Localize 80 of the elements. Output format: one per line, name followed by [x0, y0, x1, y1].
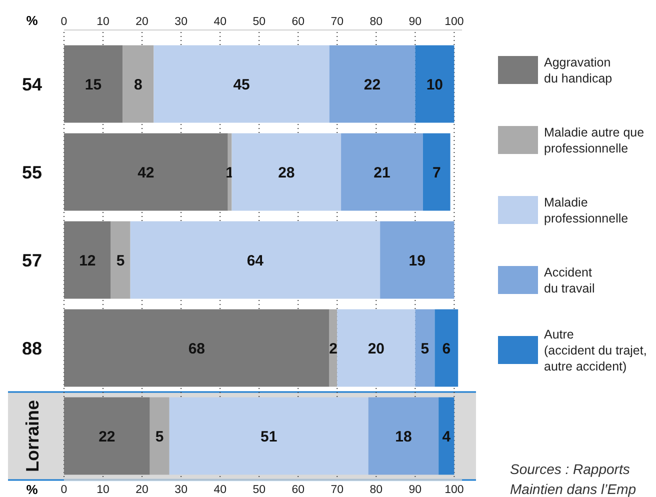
data-label: 12 — [79, 252, 96, 270]
x2-tick-label: 70 — [330, 16, 344, 28]
x2-tick-label: 20 — [136, 16, 148, 28]
bar — [329, 45, 416, 123]
x-axis-title: % — [26, 482, 38, 497]
y-tick-label: 88 — [22, 338, 42, 358]
data-label: 45 — [233, 76, 250, 94]
data-label: 51 — [260, 428, 278, 446]
bar — [150, 397, 170, 475]
data-label: 5 — [155, 428, 164, 446]
x-tick-label: 30 — [174, 484, 188, 496]
bar — [64, 309, 330, 387]
x2-tick-label: 100 — [444, 16, 464, 28]
bar — [341, 133, 423, 211]
bar — [422, 133, 450, 211]
bar — [110, 221, 130, 299]
data-label: 10 — [426, 76, 444, 94]
bar — [130, 221, 380, 299]
data-label: 7 — [432, 164, 441, 182]
legend-label: Accident du travail — [544, 265, 596, 296]
bar — [64, 133, 228, 211]
x2-tick-label: 40 — [214, 16, 226, 28]
bar — [438, 397, 454, 475]
y-tick-label: 54 — [22, 74, 42, 94]
data-label: 64 — [246, 252, 264, 270]
data-label: 5 — [420, 340, 430, 358]
x-tick-label: 40 — [214, 484, 226, 496]
x-tick-label: 10 — [96, 484, 110, 496]
x-tick-label: 100 — [444, 484, 464, 496]
y-tick-label: 57 — [22, 250, 42, 270]
data-label: 68 — [188, 340, 206, 358]
x2-tick-label: 60 — [292, 16, 305, 28]
data-label: 22 — [364, 76, 381, 94]
x-tick-label: 70 — [330, 484, 344, 496]
data-label: 15 — [84, 76, 102, 94]
x2-tick-label: 90 — [408, 16, 422, 28]
x2-tick-label: 0 — [60, 16, 68, 28]
bar — [415, 45, 454, 123]
legend-label: Autre (accident du trajet, autre accident) — [544, 327, 650, 374]
bar — [415, 309, 435, 387]
x-tick-label: 20 — [136, 484, 148, 496]
bar — [64, 45, 123, 123]
bar — [232, 133, 342, 211]
legend-label: Maladie autre que professionnelle — [544, 125, 648, 156]
data-label: 20 — [368, 340, 384, 358]
bar — [368, 397, 439, 475]
data-label: 5 — [116, 252, 125, 270]
data-label: 8 — [134, 76, 142, 94]
bar — [122, 45, 154, 123]
y-tick-label: Lorraine — [22, 400, 42, 472]
bar — [228, 133, 232, 211]
bar — [337, 309, 416, 387]
legend-label: Maladie professionnelle — [544, 195, 628, 226]
bar — [380, 221, 454, 299]
x-tick-label: 0 — [60, 484, 68, 496]
x-tick-label: 80 — [370, 484, 383, 496]
data-label: 6 — [442, 340, 451, 358]
x2-tick-label: 30 — [174, 16, 188, 28]
x-tick-label: 90 — [408, 484, 422, 496]
y-tick-label: 55 — [22, 162, 42, 182]
data-label: 22 — [98, 428, 116, 446]
bar — [64, 397, 150, 475]
x2-tick-label: 50 — [252, 16, 266, 28]
x-tick-label: 60 — [292, 484, 305, 496]
data-label: 19 — [408, 252, 426, 270]
x2-axis-title: % — [26, 13, 38, 28]
data-label: 2 — [329, 340, 338, 358]
bar — [434, 309, 458, 387]
data-label: 28 — [278, 164, 295, 182]
bar — [154, 45, 330, 123]
x2-tick-label: 80 — [370, 16, 383, 28]
bar — [64, 221, 111, 299]
data-label: 4 — [442, 428, 452, 446]
data-label: 18 — [395, 428, 412, 446]
data-label: 42 — [138, 164, 154, 182]
x2-tick-label: 10 — [96, 16, 110, 28]
legend-label: Aggravation du handicap — [544, 55, 614, 86]
data-label: 21 — [374, 164, 390, 182]
x-tick-label: 50 — [252, 484, 266, 496]
source-note: Sources : Rapports Maintien dans l’Emp — [510, 461, 636, 497]
